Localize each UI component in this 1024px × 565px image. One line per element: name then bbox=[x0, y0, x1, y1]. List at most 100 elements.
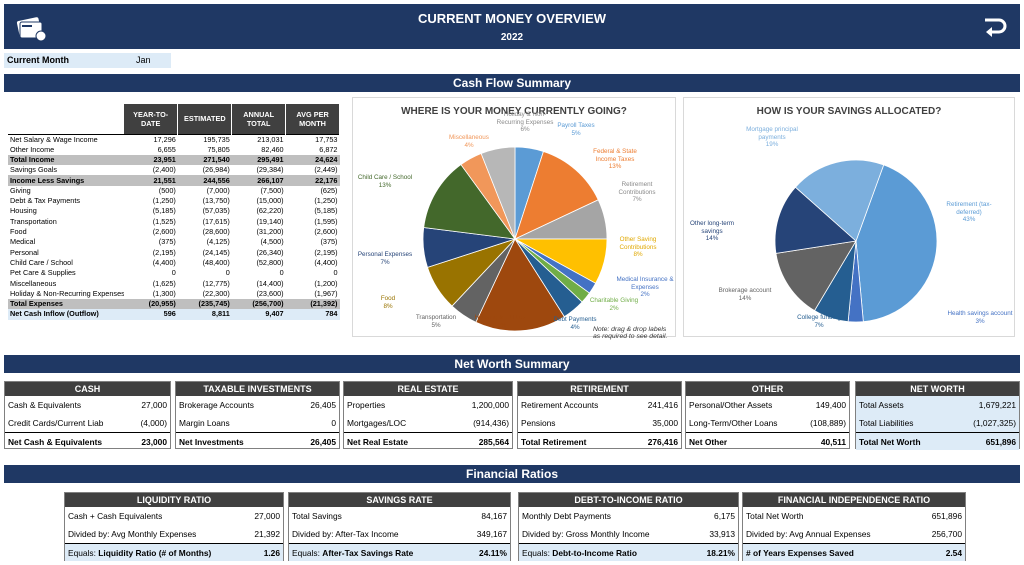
slice-label[interactable]: Medical Insurance & Expenses 2% bbox=[615, 276, 675, 299]
pie-slice[interactable] bbox=[775, 240, 857, 312]
table-cell: (1,525) bbox=[152, 216, 176, 226]
slice-label[interactable]: Charitable Giving 2% bbox=[585, 297, 643, 312]
slice-label[interactable]: College funding 7% bbox=[789, 314, 849, 329]
total-label: Total Retirement bbox=[521, 437, 587, 447]
slice-label[interactable]: Other long-term savings 14% bbox=[684, 220, 740, 243]
row-value[interactable]: 0 bbox=[331, 418, 336, 428]
table-cell: (31,200) bbox=[256, 227, 284, 237]
row-value[interactable]: (108,889) bbox=[810, 418, 846, 428]
table-cell: (5,185) bbox=[152, 206, 176, 216]
box-row: Cash & Equivalents 27,000 bbox=[5, 396, 170, 414]
table-cell: (1,300) bbox=[152, 288, 176, 298]
row-value[interactable]: 1,679,221 bbox=[978, 400, 1016, 410]
pie-slice[interactable] bbox=[480, 146, 516, 240]
slice-label[interactable]: Health savings account 3% bbox=[940, 310, 1020, 325]
slice-label[interactable]: Federal & State Income Taxes 13% bbox=[585, 148, 645, 171]
table-cell: (4,400) bbox=[152, 257, 176, 267]
table-cell: (235,745) bbox=[177, 298, 232, 310]
box-total-row: Net Cash & Equivalents 23,000 bbox=[5, 432, 170, 450]
ratio-result-value: 2.54 bbox=[945, 548, 962, 558]
row-label: Cash & Equivalents bbox=[8, 400, 82, 410]
slice-label[interactable]: Miscellaneous 4% bbox=[437, 134, 501, 149]
ratio-box: SAVINGS RATE Total Savings 84,167 Divided b… bbox=[288, 492, 511, 561]
pie-slice[interactable] bbox=[475, 238, 565, 332]
row-label: Long-Term/Other Loans bbox=[689, 418, 778, 428]
slice-label[interactable]: Retirement Contributions 7% bbox=[609, 181, 665, 204]
table-cell: (2,600) bbox=[152, 227, 176, 237]
row-value[interactable]: 149,400 bbox=[815, 400, 846, 410]
table-cell: (256,700) bbox=[231, 298, 286, 310]
table-cell: (62,220) bbox=[256, 206, 284, 216]
column-header: AVG PER MONTH bbox=[285, 104, 340, 134]
table-cell: (1,967) bbox=[314, 288, 338, 298]
slice-name: Transportation bbox=[415, 314, 457, 321]
pie-slice[interactable] bbox=[794, 159, 885, 242]
slice-label[interactable]: Food 8% bbox=[363, 295, 413, 310]
slice-label[interactable]: Other Saving Contributions 8% bbox=[607, 236, 669, 259]
slice-label[interactable]: Payroll Taxes 5% bbox=[549, 122, 603, 137]
slice-label[interactable]: Brokerage account 14% bbox=[710, 287, 780, 302]
ratio-result-label: Debt-to-Income Ratio bbox=[552, 548, 637, 558]
slice-label[interactable]: Housing & Utilities 16% bbox=[471, 314, 529, 329]
table-cell: 6,655 bbox=[157, 144, 176, 154]
slice-label[interactable]: Transportation 5% bbox=[411, 314, 461, 329]
ratio-box: FINANCIAL INDEPENDENCE RATIO Total Net Wo… bbox=[742, 492, 966, 561]
table-cell: (13,750) bbox=[202, 196, 230, 206]
row-value[interactable]: 1,200,000 bbox=[471, 400, 509, 410]
pie-slice[interactable] bbox=[514, 150, 599, 240]
table-row: Child Care / School (4,400) (48,400) (52,80… bbox=[8, 258, 340, 268]
table-cell: (375) bbox=[158, 237, 176, 247]
total-value: 26,405 bbox=[310, 437, 336, 447]
slice-label[interactable]: Retirement (tax-deferred) 43% bbox=[936, 201, 1002, 224]
return-icon[interactable] bbox=[982, 15, 1008, 39]
row-label: Divided by: Gross Monthly Income bbox=[522, 529, 650, 539]
table-row: Other Income 6,655 75,805 82,460 6,872 bbox=[8, 145, 340, 155]
slice-label[interactable]: Mortgage principal payments 19% bbox=[732, 126, 812, 149]
slice-label[interactable]: Personal Expenses 7% bbox=[353, 251, 417, 266]
slice-label[interactable]: Debt Payments 4% bbox=[549, 316, 601, 331]
table-cell: (21,392) bbox=[285, 298, 340, 310]
table-row: Net Salary & Wage Income 17,296 195,735 213… bbox=[8, 133, 340, 145]
net-worth-box: NET WORTH Total Assets 1,679,221 Total Liab… bbox=[855, 381, 1020, 450]
row-value[interactable]: (1,027,325) bbox=[973, 418, 1016, 428]
box-total-row: Net Investments 26,405 bbox=[176, 432, 339, 450]
row-value: 84,167 bbox=[481, 511, 507, 521]
box-row: Total Savings 84,167 bbox=[289, 507, 510, 525]
row-label: Pet Care & Supplies bbox=[10, 268, 76, 278]
pie-slice[interactable] bbox=[774, 186, 857, 254]
box-title: DEBT-TO-INCOME RATIO bbox=[519, 493, 738, 507]
table-cell: 784 bbox=[285, 309, 340, 320]
current-month-field[interactable]: Current Month Jan bbox=[4, 53, 171, 68]
pie-slice[interactable] bbox=[423, 164, 516, 240]
table-cell: (1,625) bbox=[152, 278, 176, 288]
table-cell: (625) bbox=[320, 185, 338, 195]
slice-name: Food bbox=[380, 295, 396, 302]
row-label: Child Care / School bbox=[10, 257, 73, 267]
box-title: SAVINGS RATE bbox=[289, 493, 510, 507]
pie-slice[interactable] bbox=[855, 164, 938, 323]
row-value[interactable]: 26,405 bbox=[310, 400, 336, 410]
row-value[interactable]: 241,416 bbox=[647, 400, 678, 410]
box-row: Brokerage Accounts 26,405 bbox=[176, 396, 339, 414]
row-label: Total Expenses bbox=[8, 298, 124, 310]
row-value[interactable]: (4,000) bbox=[140, 418, 167, 428]
wallet-icon[interactable] bbox=[16, 13, 48, 43]
slice-label[interactable]: Child Care / School 13% bbox=[353, 174, 417, 189]
box-total-row: Net Real Estate 285,564 bbox=[344, 432, 512, 450]
row-label: Monthly Debt Payments bbox=[522, 511, 611, 521]
ratio-result-value: 1.26 bbox=[263, 548, 280, 558]
cash-flow-table: YEAR-TO-DATE ESTIMATED ANNUAL TOTAL AVG PER… bbox=[8, 104, 340, 320]
box-row: Personal/Other Assets 149,400 bbox=[686, 396, 849, 414]
slice-label[interactable]: Holiday & Non-Recurring Expenses 6% bbox=[495, 111, 555, 134]
row-value: 6,175 bbox=[714, 511, 735, 521]
row-value[interactable]: 27,000 bbox=[141, 400, 167, 410]
row-label: Medical bbox=[10, 237, 36, 247]
table-cell: 295,491 bbox=[231, 154, 286, 166]
row-value[interactable]: (914,436) bbox=[473, 418, 509, 428]
row-value[interactable]: 35,000 bbox=[652, 418, 678, 428]
table-row: Net Cash Inflow (Outflow) 596 8,811 9,407 78… bbox=[8, 309, 340, 320]
table-cell: (1,250) bbox=[314, 196, 338, 206]
savings-pie-svg bbox=[774, 159, 938, 323]
box-row: Properties 1,200,000 bbox=[344, 396, 512, 414]
current-month-value[interactable]: Jan bbox=[136, 55, 151, 65]
